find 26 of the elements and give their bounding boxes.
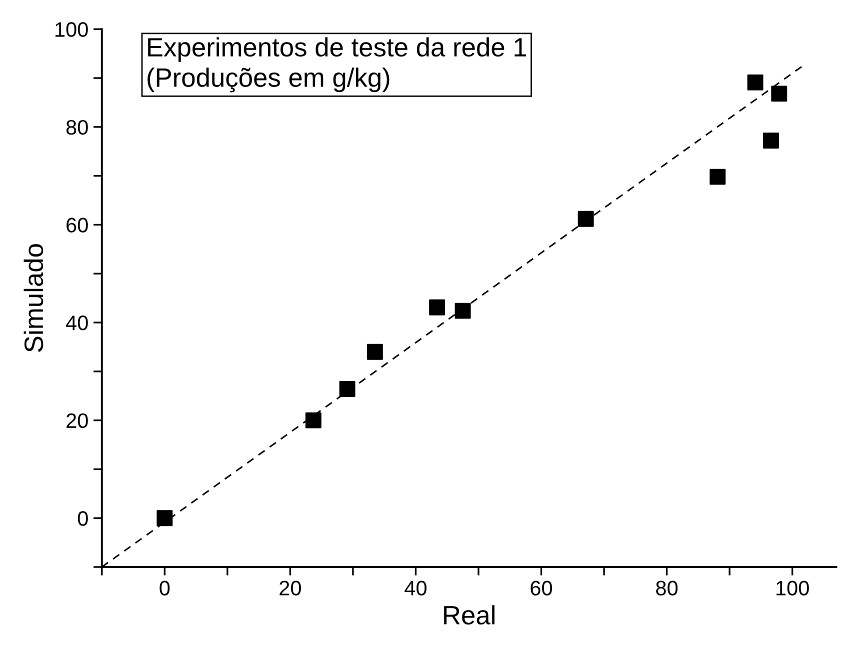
point <box>763 132 779 149</box>
y-tick-label: 80 <box>66 120 88 135</box>
point <box>339 381 356 397</box>
y-tick-label: 40 <box>66 316 88 330</box>
x-tick-label: 100 <box>776 580 809 596</box>
y-axis-title: Simulado <box>24 244 44 352</box>
y-tick-label: 60 <box>66 218 88 232</box>
point <box>156 510 173 526</box>
point <box>429 299 446 316</box>
x-tick-label: 20 <box>280 580 301 596</box>
point <box>454 302 471 319</box>
x-tick-label: 60 <box>530 580 552 596</box>
point <box>771 86 788 102</box>
y-tick-label: 0 <box>78 511 88 526</box>
x-axis-title: Real <box>444 605 494 625</box>
point <box>747 74 764 90</box>
annotation: Experimentos de teste da rede 1 (Produções em g/kg) <box>148 37 526 92</box>
point <box>305 412 322 428</box>
y-tick-label: 100 <box>56 22 88 37</box>
point <box>366 344 383 360</box>
point <box>578 210 594 227</box>
point <box>710 168 726 185</box>
x-tick-label: 0 <box>160 580 170 596</box>
y-tick-label: 20 <box>66 413 88 428</box>
x-tick-label: 40 <box>404 580 426 596</box>
x-tick-label: 80 <box>656 580 678 596</box>
